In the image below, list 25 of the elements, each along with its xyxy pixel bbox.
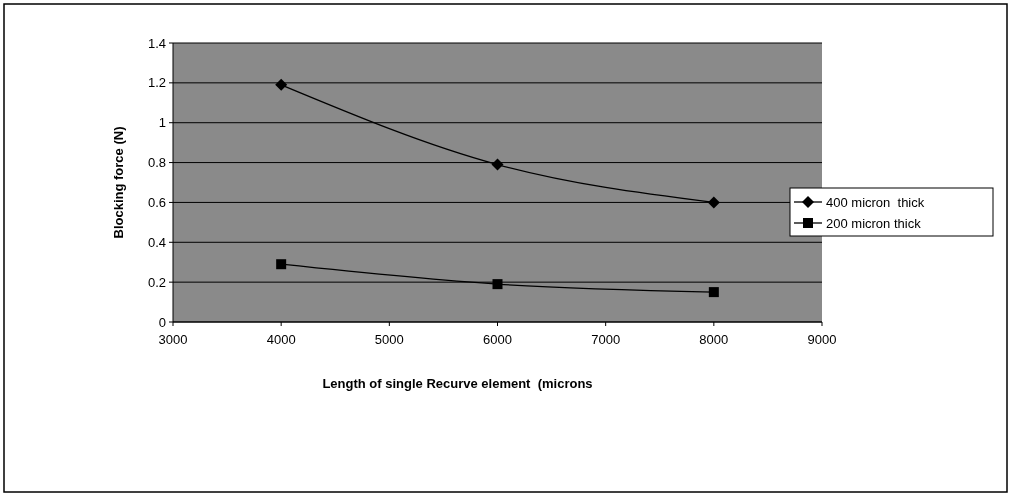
x-tick-label: 9000 [807, 332, 837, 347]
x-tick-label: 4000 [266, 332, 296, 347]
y-tick-label: 0.8 [147, 155, 166, 171]
point [275, 78, 288, 91]
y-tick-label: 1 [158, 115, 166, 131]
y-tick-label: 1.2 [147, 75, 166, 91]
y-axis-title: Blocking force (N) [111, 126, 126, 239]
x-tick-label: 7000 [591, 332, 621, 347]
x-tick-label: 5000 [374, 332, 404, 347]
y-tick-label: 0 [158, 314, 166, 330]
y-tick-label: 0.6 [147, 194, 166, 210]
point [707, 196, 720, 209]
point [492, 279, 503, 290]
legend-label: 200 micron thick [826, 215, 922, 231]
x-axis-title: Length of single Recurve element (microns [322, 376, 593, 391]
point [708, 287, 719, 298]
y-tick-label: 0.4 [147, 234, 166, 250]
x-tick-label: 6000 [483, 332, 512, 347]
point [491, 158, 504, 171]
y-tick-label: 0.2 [147, 274, 166, 290]
point [276, 259, 287, 270]
y-tick-label: 1.4 [147, 35, 166, 51]
legend-label: 400 micron thick [826, 194, 925, 210]
x-tick-label: 8000 [699, 332, 729, 347]
x-tick-label: 3000 [158, 332, 188, 347]
